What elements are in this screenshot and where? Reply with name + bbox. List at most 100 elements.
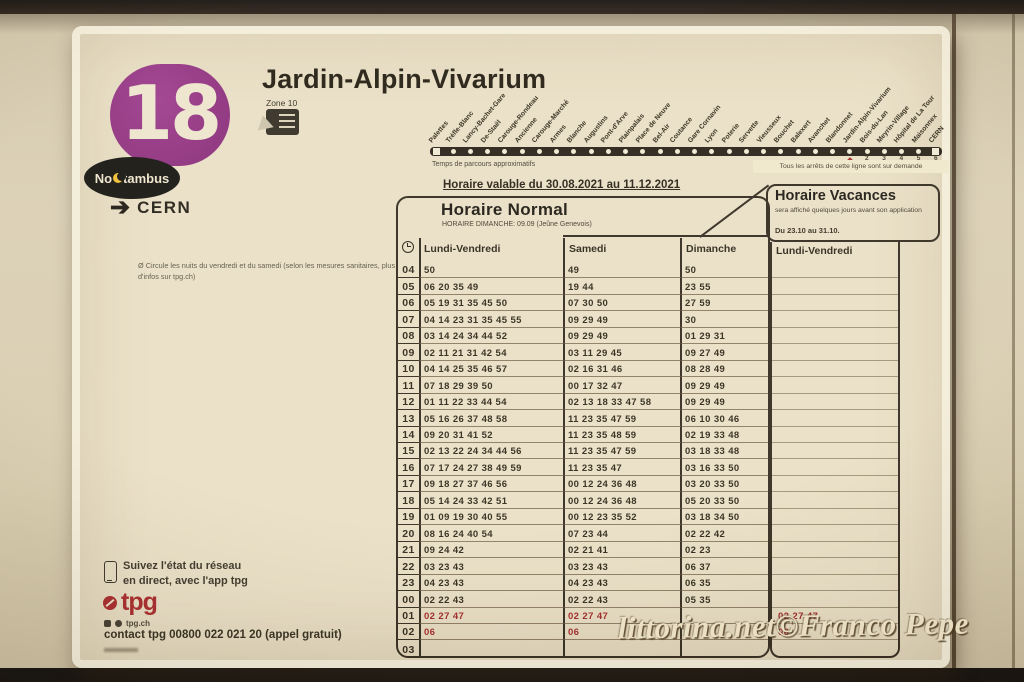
sam-times-cell: 03 23 43 (563, 558, 680, 575)
line-number: 18 (120, 69, 222, 157)
photographer-watermark: littorina.net©Franco Pepe (617, 605, 970, 646)
hour-cell: 22 (398, 558, 419, 575)
frame-right-edge (952, 14, 956, 668)
lv-times-cell: 04 14 25 35 46 57 (419, 361, 563, 378)
dim-times-cell: 05 35 (680, 591, 768, 608)
header-top-border (563, 235, 768, 237)
sam-times-cell: 02 27 47 (563, 608, 680, 624)
vacances-times-cell (772, 476, 898, 493)
vacances-times-cell (772, 575, 898, 592)
vacances-times-cell (772, 443, 898, 460)
timetable-row: 01 02 27 47 02 27 47 (398, 608, 768, 624)
sam-times-cell: 49 (563, 262, 680, 279)
timetable-row: 15 02 13 22 24 34 44 56 11 23 35 47 59 03 1… (398, 443, 768, 460)
vacances-times-cell (772, 361, 898, 378)
vacances-title: Horaire Vacances (775, 188, 896, 204)
app-promo-line1: Suivez l'état du réseau (123, 560, 242, 572)
timetable-row: 22 03 23 43 03 23 43 06 37 (398, 558, 768, 575)
lv-times-cell: 04 14 23 31 35 45 55 (419, 311, 563, 328)
dim-times-cell: 01 29 31 (680, 328, 768, 345)
vacances-column-box (770, 242, 900, 658)
dim-times-cell: 09 27 49 (680, 344, 768, 361)
noctambus-logo: No tambus (84, 157, 180, 199)
hour-cell: 17 (398, 476, 419, 493)
frame-top-edge (0, 0, 1024, 14)
lv-times-cell: 02 11 21 31 42 54 (419, 344, 563, 361)
route-stop-marker (502, 149, 508, 154)
route-stop-marker (709, 149, 715, 154)
route-stop-marker (932, 148, 940, 155)
hour-cell: 00 (398, 591, 419, 608)
sam-times-cell: 07 30 50 (563, 295, 680, 312)
timetable-body: 04 50 49 50 05 06 20 35 49 19 44 23 55 06 05 19 3… (398, 262, 768, 657)
hour-cell: 14 (398, 427, 419, 443)
sam-times-cell: 11 23 35 47 (563, 459, 680, 476)
hour-cell: 19 (398, 509, 419, 526)
hour-cell: 15 (398, 443, 419, 460)
normal-schedule-box (396, 196, 770, 658)
zone-label: Zone 10 (266, 98, 298, 108)
route-stop-marker (485, 149, 491, 154)
vacances-times-cell (772, 295, 898, 312)
column-divider (419, 238, 421, 657)
vacances-times-cell (772, 328, 898, 345)
travel-time-label: 3 (882, 155, 886, 162)
vacances-times-cell: 02 27 47 (772, 608, 898, 624)
lv-times-cell (419, 640, 563, 656)
lv-times-cell: 06 20 35 49 (419, 278, 563, 295)
vacances-times-cell (772, 525, 898, 542)
vacances-times-cell (772, 542, 898, 559)
dim-times-cell: 08 28 49 (680, 361, 768, 378)
hour-cell: 02 (398, 624, 419, 641)
dim-times-cell: 09 29 49 (680, 394, 768, 411)
sam-times-cell: 02 22 43 (563, 591, 680, 608)
route-stop-marker (881, 149, 887, 154)
normal-schedule-title: Horaire Normal (441, 200, 569, 219)
dim-times-cell: 23 55 (680, 278, 768, 295)
frame-right-edge-2 (1012, 14, 1015, 668)
sam-times-cell: 09 29 49 (563, 328, 680, 345)
timetable-row: 17 09 18 27 37 46 56 00 12 24 36 48 03 20 3… (398, 476, 768, 493)
route-stop-marker (916, 149, 922, 154)
dim-times-cell: 03 18 34 50 (680, 509, 768, 526)
direction-label: CERN (137, 198, 192, 217)
dim-times-cell: 02 23 (680, 542, 768, 559)
travel-time-label: 2 (865, 155, 869, 162)
lv-times-cell: 08 16 24 40 54 (419, 525, 563, 542)
sam-times-cell: 02 13 18 33 47 58 (563, 394, 680, 411)
dim-times-cell: 06 10 30 46 (680, 410, 768, 427)
route-stop-marker (571, 149, 577, 154)
route-caption-left: Temps de parcours approximatifs (432, 161, 536, 168)
lv-times-cell: 07 18 29 39 50 (419, 377, 563, 394)
stop-title: Jardin-Alpin-Vivarium (262, 64, 547, 94)
vacances-times-cell (772, 262, 898, 279)
sam-times-cell: 02 21 41 (563, 542, 680, 559)
header-saturday: Samedi (569, 243, 607, 255)
hour-cell: 03 (402, 643, 415, 656)
lv-times-cell: 09 18 27 37 46 56 (419, 476, 563, 493)
sam-times-cell: 11 23 35 48 59 (563, 427, 680, 443)
timetable-row: 07 04 14 23 31 35 45 55 09 29 49 30 (398, 311, 768, 328)
route-stop-marker (519, 149, 525, 154)
dim-times-cell (680, 624, 768, 641)
dim-times-cell: 06 37 (680, 558, 768, 575)
route-stop-marker (432, 148, 440, 155)
dim-times-cell: 05 20 33 50 (680, 492, 768, 509)
vacances-note: sera affiché quelques jours avant son ap… (775, 207, 922, 214)
timetable-row: 02 06 06 (398, 624, 768, 641)
route-stop-marker (761, 149, 767, 154)
travel-time-label: 4 (899, 155, 904, 162)
route-stop-marker (674, 149, 680, 154)
column-divider (563, 238, 565, 657)
sam-times-cell: 11 23 35 47 59 (563, 410, 680, 427)
vacances-times-cell (772, 344, 898, 361)
phone-icon (104, 561, 117, 583)
dim-times-cell: 50 (680, 262, 768, 279)
timetable-row: 21 09 24 42 02 21 41 02 23 (398, 542, 768, 559)
app-store-icon (104, 620, 111, 627)
timetable-row: 03 (398, 640, 768, 656)
hour-cell: 01 (398, 608, 419, 624)
route-stop-marker (898, 149, 904, 154)
sam-times-cell: 06 (563, 624, 680, 641)
